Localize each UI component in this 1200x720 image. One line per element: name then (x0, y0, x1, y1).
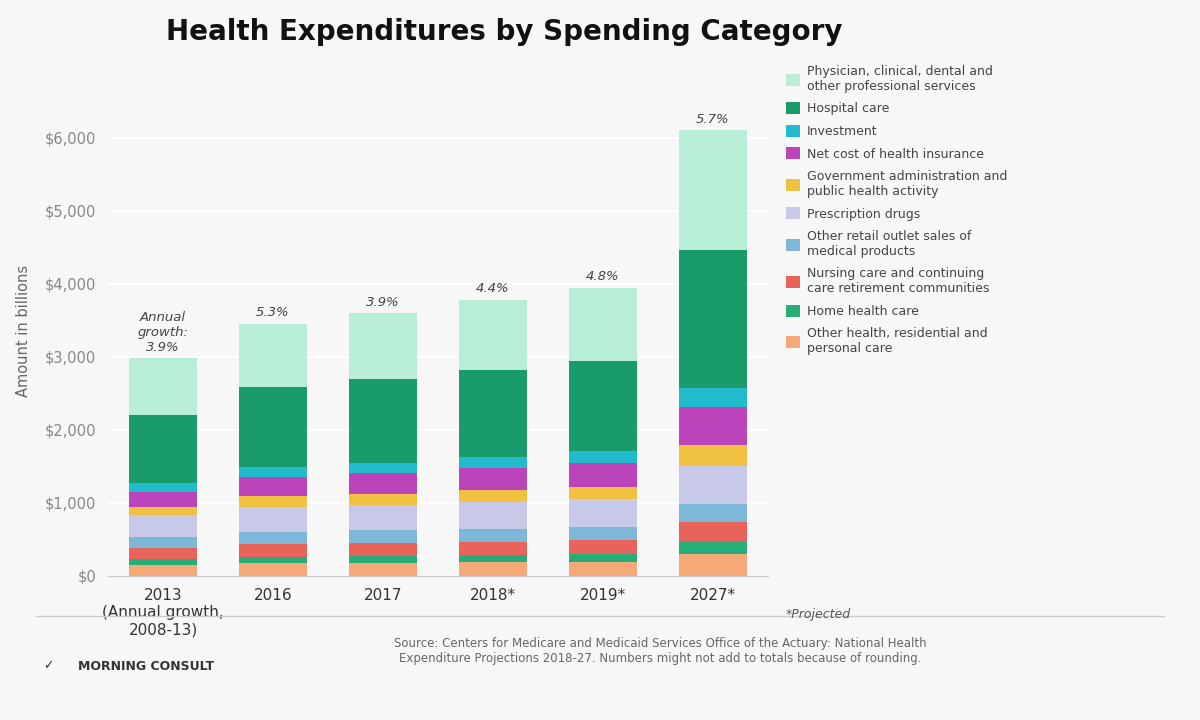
Bar (128, 507, 197, 515)
Bar (679, 250, 748, 388)
Bar (569, 287, 637, 361)
Bar (128, 483, 197, 492)
Bar (458, 542, 527, 555)
Bar (349, 556, 418, 563)
Text: 4.4%: 4.4% (476, 282, 510, 295)
Bar (458, 555, 527, 562)
Text: Source: Centers for Medicare and Medicaid Services Office of the Actuary: Nation: Source: Centers for Medicare and Medicai… (394, 637, 926, 665)
Bar (239, 557, 307, 564)
Bar (569, 500, 637, 526)
Bar (679, 445, 748, 466)
Bar (239, 477, 307, 496)
Bar (458, 528, 527, 542)
Text: ✓: ✓ (43, 660, 53, 672)
Text: Annual
growth:
3.9%: Annual growth: 3.9% (138, 311, 188, 354)
Bar (239, 496, 307, 507)
Bar (128, 415, 197, 483)
Bar (458, 502, 527, 528)
Bar (679, 541, 748, 554)
Bar (569, 562, 637, 576)
Bar (239, 544, 307, 557)
Bar (569, 554, 637, 562)
Bar (239, 531, 307, 544)
Bar (679, 522, 748, 541)
Bar (128, 548, 197, 559)
Bar (128, 359, 197, 415)
Bar (569, 526, 637, 541)
Bar (458, 456, 527, 468)
Bar (569, 463, 637, 487)
Bar (458, 369, 527, 456)
Bar (128, 565, 197, 576)
Bar (128, 536, 197, 548)
Text: MORNING CONSULT: MORNING CONSULT (78, 660, 214, 672)
Bar (349, 543, 418, 556)
Bar (569, 541, 637, 554)
Text: Health Expenditures by Spending Category: Health Expenditures by Spending Category (166, 18, 842, 46)
Bar (239, 387, 307, 467)
Bar (128, 492, 197, 507)
Y-axis label: Amount in billions: Amount in billions (16, 265, 31, 397)
Bar (349, 530, 418, 543)
Bar (239, 507, 307, 531)
Bar (679, 130, 748, 250)
Bar (679, 388, 748, 408)
Bar (569, 451, 637, 463)
Bar (239, 564, 307, 576)
Text: 5.7%: 5.7% (696, 113, 730, 126)
Bar (679, 554, 748, 576)
Bar (128, 559, 197, 565)
Bar (128, 515, 197, 536)
Bar (349, 379, 418, 463)
Bar (569, 361, 637, 451)
Bar (239, 467, 307, 477)
Bar (679, 504, 748, 522)
Bar (239, 324, 307, 387)
Text: 4.8%: 4.8% (586, 270, 620, 283)
Bar (458, 562, 527, 576)
Bar (349, 473, 418, 494)
Bar (679, 466, 748, 504)
Bar (349, 463, 418, 473)
Text: *Projected: *Projected (786, 608, 851, 621)
Bar (349, 313, 418, 379)
Bar (349, 494, 418, 505)
Bar (679, 408, 748, 445)
Bar (349, 563, 418, 576)
Bar (569, 487, 637, 500)
Legend: Physician, clinical, dental and
other professional services, Hospital care, Inve: Physician, clinical, dental and other pr… (786, 65, 1008, 356)
Text: 3.9%: 3.9% (366, 296, 400, 309)
Bar (458, 468, 527, 490)
Bar (458, 300, 527, 369)
Text: 5.3%: 5.3% (256, 306, 290, 319)
Bar (349, 505, 418, 530)
Bar (458, 490, 527, 502)
